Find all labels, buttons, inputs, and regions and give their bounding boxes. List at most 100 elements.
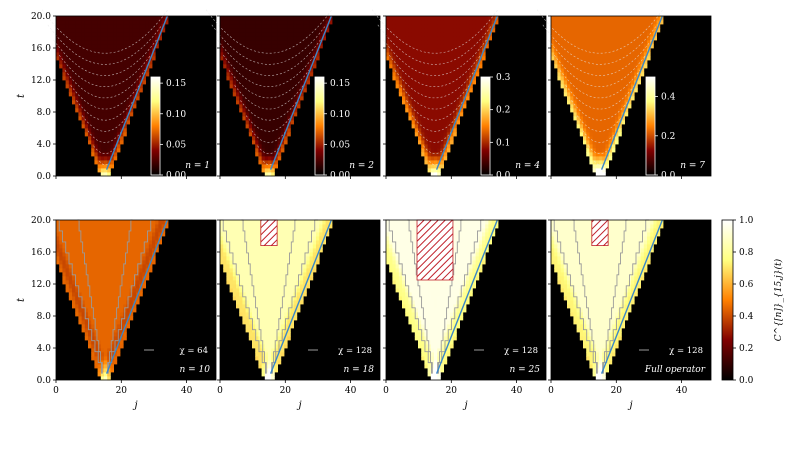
heat-cell [75, 100, 79, 105]
heat-cell [88, 68, 92, 73]
heat-cell [284, 316, 288, 321]
heat-cell [570, 60, 574, 65]
heat-cell [126, 40, 130, 45]
heat-cell [100, 100, 105, 105]
heat-cell [440, 100, 444, 105]
heat-cell [570, 24, 574, 29]
heat-cell [75, 68, 79, 73]
heat-cell [395, 72, 400, 77]
heat-cell [421, 104, 425, 109]
heat-cell [300, 296, 304, 301]
heat-cell [414, 132, 419, 137]
heat-cell [573, 100, 577, 105]
heat-cell [268, 252, 272, 257]
heat-cell [576, 16, 581, 21]
heat-cell [656, 20, 661, 25]
heat-cell [595, 156, 600, 161]
heat-cell [268, 308, 272, 313]
heat-cell [437, 108, 441, 113]
heat-cell [469, 44, 473, 49]
heat-cell [258, 28, 262, 33]
heat-cell [223, 56, 227, 61]
heat-cell [482, 44, 486, 49]
heat-cell [68, 76, 73, 81]
heat-cell [592, 24, 597, 29]
heat-cell [145, 220, 150, 225]
heat-cell [389, 56, 393, 61]
heat-cell [229, 264, 234, 269]
heat-cell [239, 268, 243, 273]
heat-cell [296, 40, 301, 45]
heat-cell [242, 56, 246, 61]
heat-cell [631, 36, 635, 41]
heat-cell [293, 56, 298, 61]
heat-cell [586, 84, 590, 89]
heat-cell [129, 88, 134, 93]
heat-cell [459, 52, 464, 57]
heat-cell [398, 56, 403, 61]
heat-cell [88, 336, 92, 341]
heat-cell [245, 36, 250, 41]
heat-cell [421, 64, 425, 69]
heat-cell [65, 52, 70, 57]
heat-cell [446, 112, 451, 117]
heat-cell [81, 288, 86, 293]
heat-cell [274, 276, 278, 281]
heat-cell [271, 32, 275, 37]
heat-cell [261, 284, 266, 289]
heat-cell [68, 24, 73, 29]
heat-cell [78, 304, 82, 309]
heat-cell [453, 84, 457, 89]
heat-cell [94, 72, 98, 77]
heat-cell [78, 76, 82, 81]
heat-cell [97, 308, 102, 313]
heat-cell [123, 260, 127, 265]
heat-cell [287, 36, 291, 41]
heat-cell [100, 280, 105, 285]
heat-cell [84, 64, 89, 69]
heat-cell [129, 20, 134, 25]
heat-cell [395, 68, 400, 73]
heat-cell [570, 20, 574, 25]
heat-cell [312, 252, 317, 257]
heat-cell [579, 116, 584, 121]
heat-cell [284, 240, 288, 245]
heat-cell [398, 28, 403, 33]
heat-cell [97, 340, 102, 345]
heat-cell [110, 348, 114, 353]
heat-cell [81, 96, 86, 101]
heat-cell [148, 36, 153, 41]
heat-cell [576, 88, 581, 93]
heat-cell [430, 116, 435, 121]
heat-cell [110, 324, 114, 329]
heat-cell [78, 92, 82, 97]
heat-cell [395, 32, 400, 37]
heat-cell [277, 52, 282, 57]
heat-cell [595, 84, 600, 89]
heat-cell [258, 268, 262, 273]
heat-cell [411, 60, 416, 65]
heat-cell [107, 320, 111, 325]
heat-cell [389, 64, 393, 69]
heat-cell [81, 60, 86, 65]
heat-cell [81, 224, 86, 229]
heat-cell [252, 332, 256, 337]
heat-cell [84, 76, 89, 81]
heat-cell [62, 76, 66, 81]
heat-cell [290, 276, 294, 281]
heat-cell [589, 80, 593, 85]
heat-cell [277, 240, 282, 245]
heat-cell [411, 84, 416, 89]
heat-cell [123, 296, 127, 301]
heat-cell [482, 16, 486, 21]
heat-cell [91, 28, 95, 33]
heat-cell [220, 248, 224, 253]
heat-cell [139, 228, 143, 233]
heat-cell [113, 52, 118, 57]
heat-cell [84, 52, 89, 57]
chi-contour [108, 219, 154, 374]
heat-cell [576, 64, 581, 69]
heat-cell [158, 232, 162, 237]
heat-cell [252, 16, 256, 21]
dashed-arc [542, 24, 658, 65]
